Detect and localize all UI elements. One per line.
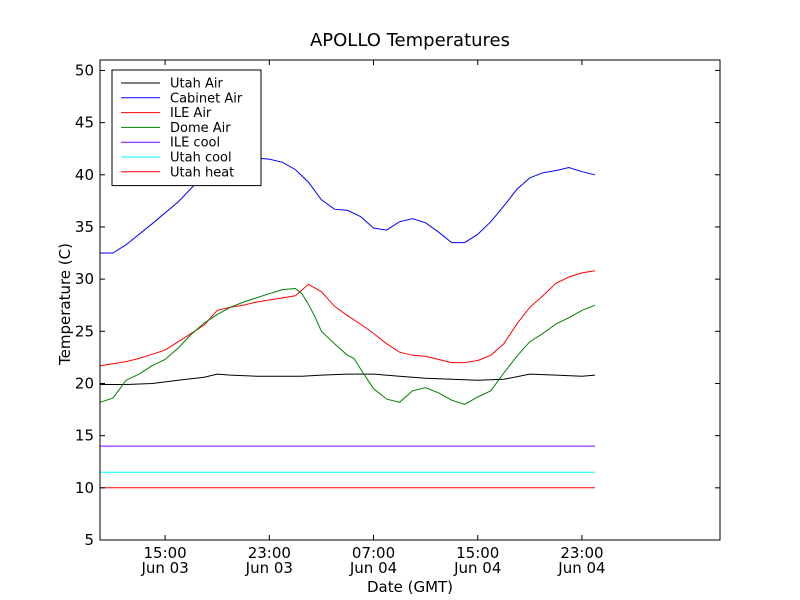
legend-label-dome-air: Dome Air [170,121,231,136]
x-tick-label-time: 15:00 [144,544,187,562]
x-tick-label-date: Jun 04 [453,559,501,577]
legend-label-cabinet-air: Cabinet Air [170,91,243,106]
y-tick-label: 10 [75,479,94,497]
x-axis-label: Date (GMT) [367,578,453,596]
legend-label-ile-cool: ILE cool [170,136,220,151]
x-tick-label-time: 23:00 [248,544,291,562]
y-tick-label: 35 [75,218,94,236]
series-line-ile-air [99,270,596,367]
x-tick-label-date: Jun 03 [245,559,293,577]
legend-label-utah-air: Utah Air [170,77,223,92]
y-tick-label: 25 [75,322,94,340]
chart-title: APOLLO Temperatures [310,30,510,51]
y-axis-label: Temperature (C) [56,243,74,366]
legend-label-ile-air: ILE Air [170,106,212,121]
x-tick-label-date: Jun 03 [140,559,188,577]
y-tick-label: 5 [84,531,94,549]
y-tick-label: 15 [75,427,94,445]
x-tick-label-time: 07:00 [352,544,395,562]
y-tick-label: 40 [75,166,94,184]
legend-label-utah-heat: Utah heat [170,165,234,180]
x-tick-label-time: 15:00 [456,544,499,562]
series-line-utah-air [100,373,596,385]
x-tick-label-date: Jun 04 [557,559,605,577]
plot-frame [99,59,721,541]
x-tick-label-time: 23:00 [560,544,603,562]
legend-label-utah-cool: Utah cool [170,151,232,166]
x-tick-label-date: Jun 04 [349,559,397,577]
y-tick-label: 50 [75,61,94,79]
y-tick-label: 30 [75,270,94,288]
series-line-dome-air [99,287,596,405]
y-tick-label: 20 [75,374,94,392]
y-tick-label: 45 [75,114,94,132]
